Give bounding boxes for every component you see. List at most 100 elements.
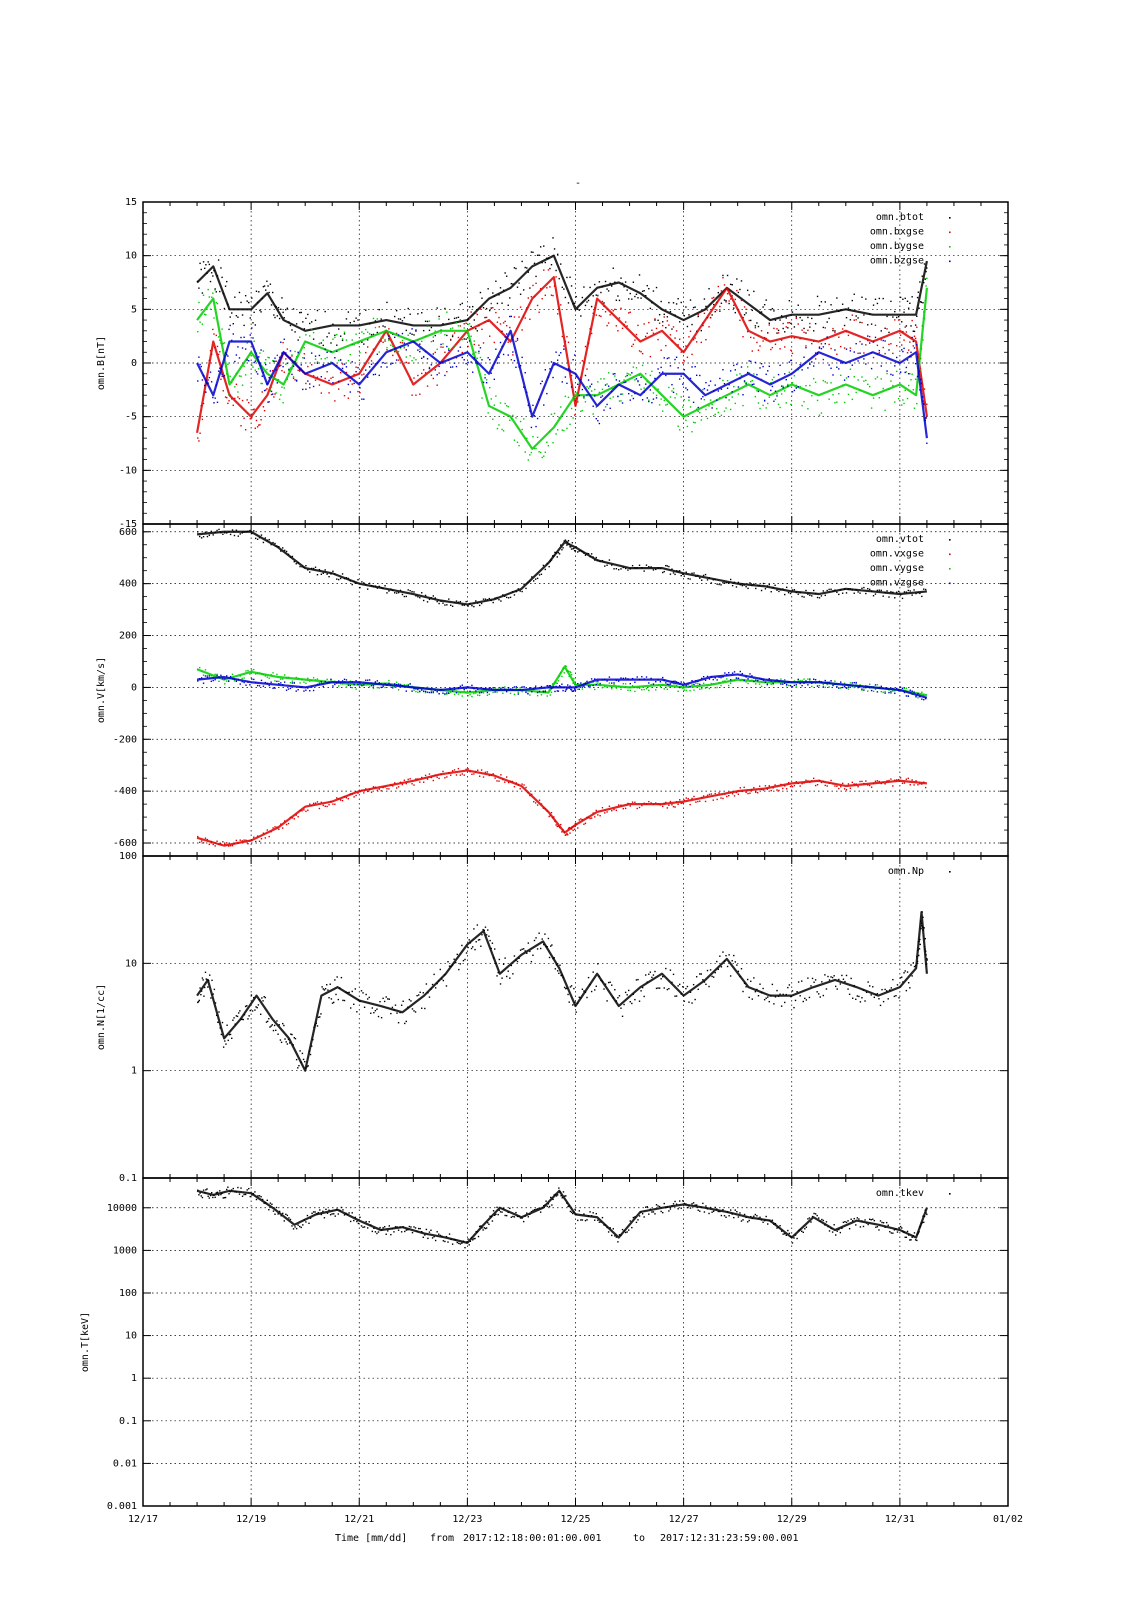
data-point xyxy=(561,683,563,685)
data-point xyxy=(525,786,527,789)
data-point xyxy=(463,688,465,691)
data-point xyxy=(923,263,926,265)
data-point xyxy=(841,686,844,689)
data-point xyxy=(549,431,551,433)
data-point xyxy=(267,356,269,359)
data-point xyxy=(907,349,910,351)
data-point xyxy=(202,1189,205,1191)
data-point xyxy=(258,685,261,687)
data-point xyxy=(632,366,635,368)
data-point xyxy=(424,320,427,323)
data-point xyxy=(567,302,570,304)
data-point xyxy=(683,360,686,362)
data-point xyxy=(456,953,458,956)
data-point xyxy=(231,1037,233,1040)
data-point xyxy=(256,426,259,428)
data-point xyxy=(916,402,918,405)
data-point xyxy=(600,291,602,294)
data-point xyxy=(500,774,502,776)
data-point xyxy=(216,1191,219,1194)
data-point xyxy=(677,367,679,369)
data-point xyxy=(291,354,293,356)
data-point xyxy=(626,325,628,327)
data-point xyxy=(439,968,441,971)
data-point xyxy=(479,308,482,310)
data-point xyxy=(247,681,249,683)
data-point xyxy=(609,1227,611,1229)
data-point xyxy=(273,396,275,398)
data-point xyxy=(776,328,778,330)
data-point xyxy=(760,685,763,688)
data-point xyxy=(487,1222,489,1224)
data-point xyxy=(688,336,690,338)
data-point xyxy=(760,1219,763,1221)
data-point xyxy=(541,456,543,459)
data-point xyxy=(703,312,706,315)
data-point xyxy=(482,776,485,778)
data-point xyxy=(855,783,857,785)
data-point xyxy=(575,295,577,298)
data-point xyxy=(271,291,274,294)
data-point xyxy=(434,774,436,776)
data-point xyxy=(651,329,653,331)
data-point xyxy=(920,301,923,304)
data-point xyxy=(544,808,547,810)
data-point xyxy=(305,682,307,685)
data-point xyxy=(737,970,740,973)
data-point xyxy=(226,280,228,283)
data-point xyxy=(735,586,738,588)
data-point xyxy=(804,997,806,1000)
data-point xyxy=(326,351,328,353)
data-point xyxy=(388,679,390,682)
series-line-bygse xyxy=(196,287,929,450)
data-point xyxy=(880,690,882,693)
data-point xyxy=(887,998,889,1000)
data-point xyxy=(776,395,778,397)
data-point xyxy=(303,357,306,359)
data-point xyxy=(223,374,226,377)
data-point xyxy=(740,374,743,377)
data-point xyxy=(378,326,380,328)
data-point xyxy=(884,409,886,412)
data-point xyxy=(572,417,574,419)
data-point xyxy=(714,413,716,416)
data-point xyxy=(888,779,890,782)
data-point xyxy=(830,367,832,370)
data-point xyxy=(395,683,398,686)
data-point xyxy=(265,1021,268,1023)
data-point xyxy=(836,686,838,688)
data-point xyxy=(217,259,220,261)
data-point xyxy=(556,253,559,256)
data-point xyxy=(316,309,319,312)
data-point xyxy=(451,366,454,368)
data-point xyxy=(275,360,277,362)
data-point xyxy=(711,1211,713,1213)
data-point xyxy=(285,676,288,679)
data-point xyxy=(421,689,423,691)
data-point xyxy=(504,595,506,598)
data-point xyxy=(553,957,555,959)
data-point xyxy=(678,429,681,431)
data-point xyxy=(731,295,733,297)
data-point xyxy=(371,1007,374,1009)
data-point xyxy=(237,316,239,318)
data-point xyxy=(275,1029,277,1032)
data-point xyxy=(617,330,619,332)
data-point xyxy=(890,692,892,694)
data-point xyxy=(587,342,590,344)
data-point xyxy=(294,361,296,363)
data-point xyxy=(627,678,629,680)
data-point xyxy=(469,1240,472,1243)
data-point xyxy=(383,1000,386,1003)
data-point xyxy=(809,678,811,680)
data-point xyxy=(320,680,323,683)
data-point xyxy=(872,690,875,692)
y-tick-label: 100 xyxy=(119,1288,137,1299)
data-point xyxy=(634,295,636,298)
data-point xyxy=(743,381,746,383)
data-point xyxy=(533,580,535,582)
data-point xyxy=(546,1205,548,1208)
data-point xyxy=(807,1218,809,1220)
data-point xyxy=(312,677,315,679)
data-point xyxy=(826,681,828,684)
